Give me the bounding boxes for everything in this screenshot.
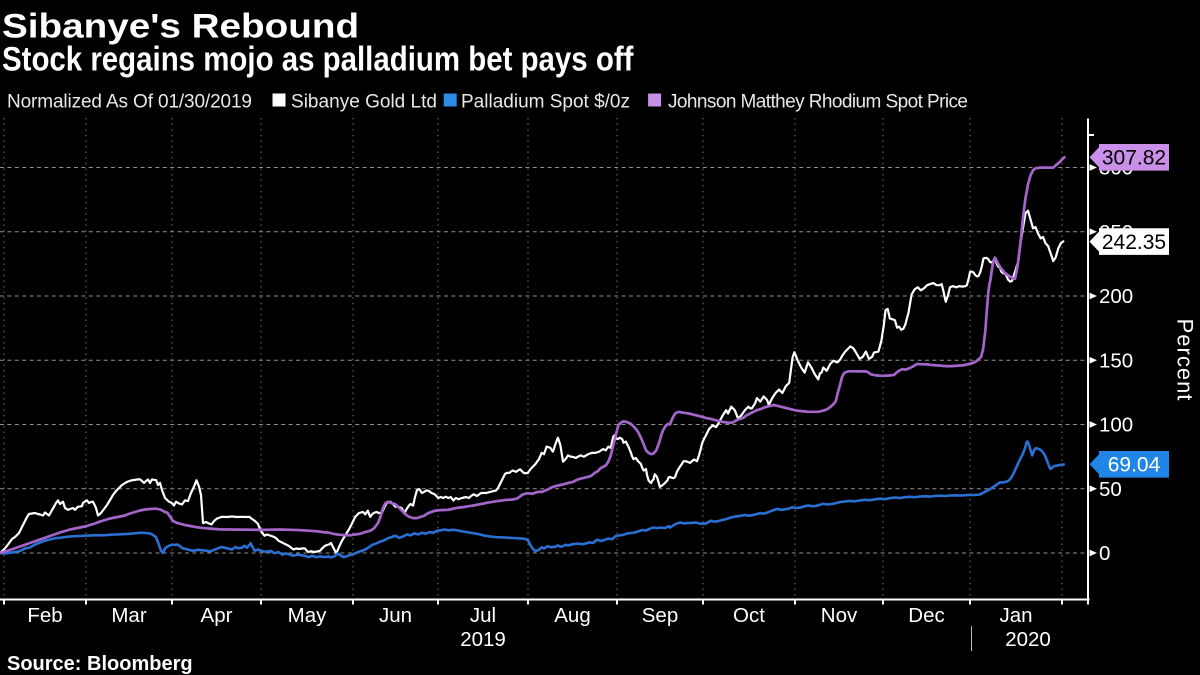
svg-text:Jun: Jun xyxy=(379,604,412,627)
svg-text:Nov: Nov xyxy=(821,604,858,627)
svg-text:Mar: Mar xyxy=(111,604,146,627)
svg-text:Jul: Jul xyxy=(470,604,496,627)
svg-text:150: 150 xyxy=(1099,349,1133,372)
svg-text:69.04: 69.04 xyxy=(1108,454,1161,477)
svg-text:200: 200 xyxy=(1099,285,1133,308)
svg-text:May: May xyxy=(288,604,327,627)
svg-text:100: 100 xyxy=(1099,414,1133,437)
svg-text:Normalized As Of 01/30/2019: Normalized As Of 01/30/2019 xyxy=(7,91,252,112)
svg-text:Sep: Sep xyxy=(642,604,678,627)
svg-text:Sibanye's Rebound: Sibanye's Rebound xyxy=(2,7,359,45)
svg-text:Apr: Apr xyxy=(201,604,233,627)
svg-text:Jan: Jan xyxy=(999,604,1032,627)
svg-text:Aug: Aug xyxy=(554,604,590,627)
svg-text:242.35: 242.35 xyxy=(1102,231,1166,254)
svg-text:2020: 2020 xyxy=(1005,628,1051,651)
svg-text:Percent: Percent xyxy=(1173,319,1198,402)
svg-text:0: 0 xyxy=(1099,542,1110,565)
svg-text:Feb: Feb xyxy=(27,604,62,627)
svg-text:2019: 2019 xyxy=(460,628,506,651)
svg-text:Johnson Matthey Rhodium Spot P: Johnson Matthey Rhodium Spot Price xyxy=(668,91,968,112)
svg-text:Source: Bloomberg: Source: Bloomberg xyxy=(7,653,193,675)
svg-text:Palladium Spot $/0z: Palladium Spot $/0z xyxy=(461,91,630,112)
svg-text:Oct: Oct xyxy=(733,604,765,627)
svg-text:Stock regains mojo as palladiu: Stock regains mojo as palladium bet pays… xyxy=(2,39,634,77)
svg-text:50: 50 xyxy=(1099,478,1122,501)
svg-text:Dec: Dec xyxy=(908,604,944,627)
svg-text:307.82: 307.82 xyxy=(1102,147,1166,170)
svg-text:Sibanye Gold Ltd: Sibanye Gold Ltd xyxy=(291,91,437,112)
